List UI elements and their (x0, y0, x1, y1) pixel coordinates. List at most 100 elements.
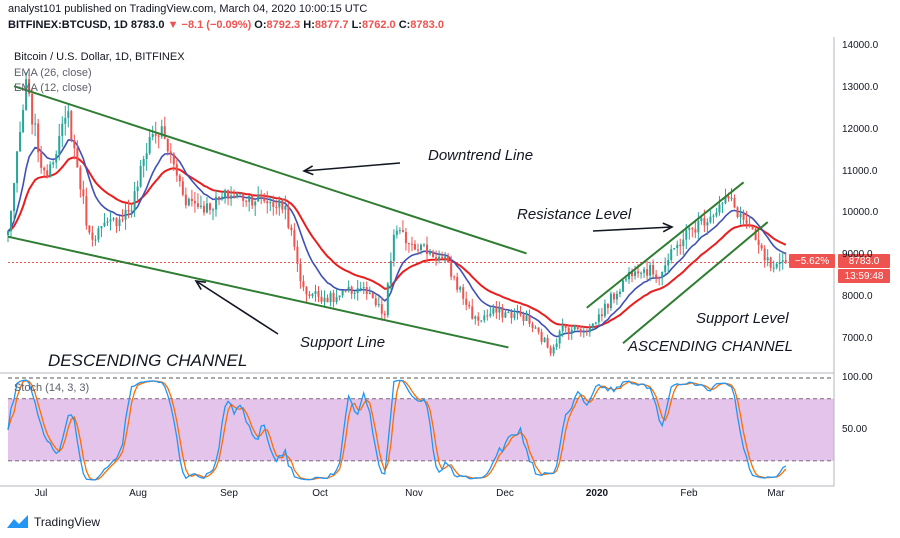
candle-body (441, 256, 444, 259)
candle-body (745, 219, 748, 224)
candle-body (501, 307, 504, 318)
candle-body (130, 210, 133, 212)
candle-body (317, 291, 320, 297)
candle-body (67, 111, 70, 118)
candle-body (7, 231, 9, 236)
candle-body (202, 205, 205, 213)
candle-body (151, 134, 154, 138)
x-tick-oct: Oct (312, 488, 328, 499)
candle-body (88, 225, 91, 233)
x-tick-mar: Mar (767, 488, 785, 499)
candle-body (175, 164, 178, 176)
candle-body (435, 257, 438, 261)
candle-body (715, 212, 718, 216)
candle-body (389, 260, 392, 284)
candle-body (25, 79, 28, 111)
candle-body (510, 312, 513, 318)
candle-body (227, 190, 230, 199)
candle-body (305, 287, 308, 295)
candle-body (142, 159, 145, 166)
candle-body (338, 295, 341, 298)
x-tick-sep: Sep (220, 488, 238, 499)
candle-body (772, 267, 775, 269)
legend-ema12: EMA (12, close) (14, 82, 92, 94)
candle-body (474, 316, 477, 319)
candle-body (606, 303, 609, 309)
candle-body (637, 271, 640, 274)
legend-ema26: EMA (26, close) (14, 67, 92, 79)
candle-body (377, 304, 380, 306)
annotation-resistance-level: Resistance Level (517, 206, 632, 223)
candle-body (401, 230, 404, 233)
candle-body (73, 140, 76, 149)
candle-body (688, 228, 691, 231)
candle-body (308, 294, 311, 296)
y-tick-8000: 8000.0 (842, 291, 873, 302)
candle-body (438, 256, 441, 261)
candle-body (670, 249, 673, 261)
candle-body (643, 269, 646, 273)
candle-body (600, 314, 603, 317)
candle-body (694, 229, 697, 233)
x-tick-nov: Nov (405, 488, 423, 499)
candle-body (597, 314, 600, 323)
candle-body (763, 248, 766, 261)
candle-body (661, 271, 664, 278)
candle-body (649, 265, 652, 276)
candle-body (498, 307, 501, 313)
candle-body (612, 293, 615, 300)
candle-body (525, 315, 528, 322)
candle-body (257, 194, 260, 202)
y-tick-12000: 12000.0 (842, 124, 879, 135)
candle-body (751, 226, 754, 230)
candle-body (184, 194, 187, 206)
candle-body (157, 135, 160, 137)
candle-body (407, 243, 410, 245)
candle-body (97, 228, 100, 240)
published-text: published on TradingView.com, March 04, … (64, 3, 368, 15)
candle-body (239, 193, 242, 195)
candle-body (513, 313, 516, 318)
candle-body (335, 297, 338, 302)
candle-body (190, 198, 193, 202)
candle-body (383, 313, 386, 316)
candle-body (432, 251, 435, 258)
candle-body (115, 218, 118, 227)
candle-body (594, 322, 597, 324)
candle-body (106, 221, 109, 223)
tradingview-footer[interactable]: TradingView (6, 514, 100, 530)
candle-body (281, 200, 284, 210)
candle-body (404, 232, 407, 244)
annotation-support-line: Support Line (300, 334, 385, 351)
candle-body (284, 206, 287, 210)
candle-body (218, 196, 221, 199)
candle-body (181, 181, 184, 195)
candle-body (781, 260, 784, 262)
candle-body (549, 347, 552, 354)
candle-body (245, 200, 248, 202)
candle-body (465, 298, 468, 305)
candle-body (85, 196, 88, 226)
candle-body (166, 138, 169, 152)
candle-body (730, 197, 733, 199)
candle-body (278, 200, 281, 208)
ascending-upper-line (586, 181, 745, 309)
candle-body (697, 220, 700, 233)
candle-body (37, 123, 40, 153)
candle-body (199, 205, 202, 207)
candle-body (299, 263, 302, 282)
candle-body (272, 202, 275, 207)
candle-body (760, 245, 763, 249)
x-tick-2020: 2020 (586, 488, 609, 499)
candle-body (196, 203, 199, 207)
candle-body (311, 294, 314, 296)
candle-body (55, 154, 58, 163)
candle-body (31, 93, 34, 125)
candle-body (456, 277, 459, 290)
candle-body (109, 219, 112, 222)
candle-body (564, 325, 567, 328)
candle-body (332, 292, 335, 302)
publisher-name[interactable]: analyst101 (8, 3, 62, 15)
candle-body (193, 201, 196, 204)
